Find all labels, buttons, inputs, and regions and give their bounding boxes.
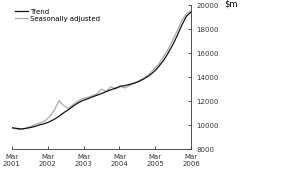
Trend: [29, 126, 32, 129]
Trend: [15, 127, 18, 129]
Seasonally adjusted: [62, 105, 65, 107]
Trend: [175, 35, 179, 37]
Seasonally adjusted: [114, 88, 117, 90]
Seasonally adjusted: [48, 116, 51, 118]
Line: Trend: Trend: [12, 12, 191, 129]
Seasonally adjusted: [128, 84, 132, 87]
Seasonally adjusted: [166, 49, 169, 51]
Trend: [76, 102, 80, 104]
Trend: [190, 11, 193, 13]
Trend: [53, 118, 56, 120]
Trend: [147, 75, 151, 77]
Seasonally adjusted: [71, 104, 75, 106]
Seasonally adjusted: [123, 87, 127, 89]
Seasonally adjusted: [104, 90, 108, 92]
Trend: [152, 71, 155, 73]
Seasonally adjusted: [15, 128, 18, 130]
Seasonally adjusted: [133, 82, 136, 84]
Seasonally adjusted: [138, 80, 141, 82]
Trend: [81, 100, 84, 102]
Seasonally adjusted: [81, 98, 84, 100]
Seasonally adjusted: [175, 30, 179, 32]
Seasonally adjusted: [180, 20, 183, 22]
Seasonally adjusted: [142, 77, 146, 79]
Seasonally adjusted: [86, 97, 89, 99]
Seasonally adjusted: [53, 109, 56, 111]
Trend: [10, 127, 13, 129]
Trend: [166, 53, 169, 55]
Seasonally adjusted: [161, 57, 165, 59]
Trend: [71, 105, 75, 107]
Seasonally adjusted: [185, 12, 188, 14]
Legend: Trend, Seasonally adjusted: Trend, Seasonally adjusted: [15, 9, 100, 22]
Trend: [20, 128, 23, 130]
Trend: [62, 112, 65, 114]
Trend: [180, 24, 183, 26]
Trend: [34, 125, 37, 127]
Seasonally adjusted: [67, 107, 70, 109]
Seasonally adjusted: [10, 127, 13, 129]
Seasonally adjusted: [29, 125, 32, 127]
Trend: [109, 89, 113, 91]
Seasonally adjusted: [171, 40, 174, 42]
Seasonally adjusted: [109, 86, 113, 88]
Trend: [43, 123, 46, 125]
Trend: [128, 83, 132, 85]
Seasonally adjusted: [152, 69, 155, 71]
Trend: [156, 66, 160, 68]
Seasonally adjusted: [34, 123, 37, 125]
Seasonally adjusted: [43, 120, 46, 122]
Line: Seasonally adjusted: Seasonally adjusted: [12, 11, 191, 130]
Trend: [161, 60, 165, 62]
Seasonally adjusted: [57, 100, 61, 102]
Seasonally adjusted: [147, 74, 151, 76]
Trend: [67, 109, 70, 111]
Seasonally adjusted: [24, 127, 27, 129]
Seasonally adjusted: [190, 10, 193, 12]
Trend: [100, 92, 103, 95]
Y-axis label: $m: $m: [224, 0, 237, 8]
Seasonally adjusted: [76, 100, 80, 102]
Seasonally adjusted: [90, 95, 94, 97]
Trend: [38, 124, 42, 126]
Trend: [86, 98, 89, 100]
Trend: [114, 87, 117, 89]
Trend: [57, 115, 61, 117]
Trend: [24, 127, 27, 129]
Trend: [104, 91, 108, 93]
Trend: [138, 80, 141, 82]
Trend: [133, 82, 136, 84]
Seasonally adjusted: [100, 88, 103, 90]
Trend: [95, 94, 98, 96]
Seasonally adjusted: [119, 85, 122, 87]
Trend: [185, 15, 188, 17]
Seasonally adjusted: [156, 64, 160, 66]
Seasonally adjusted: [20, 129, 23, 131]
Trend: [142, 78, 146, 80]
Trend: [119, 85, 122, 87]
Seasonally adjusted: [38, 122, 42, 124]
Trend: [171, 45, 174, 47]
Trend: [90, 96, 94, 98]
Trend: [123, 85, 127, 87]
Trend: [48, 121, 51, 123]
Seasonally adjusted: [95, 93, 98, 95]
